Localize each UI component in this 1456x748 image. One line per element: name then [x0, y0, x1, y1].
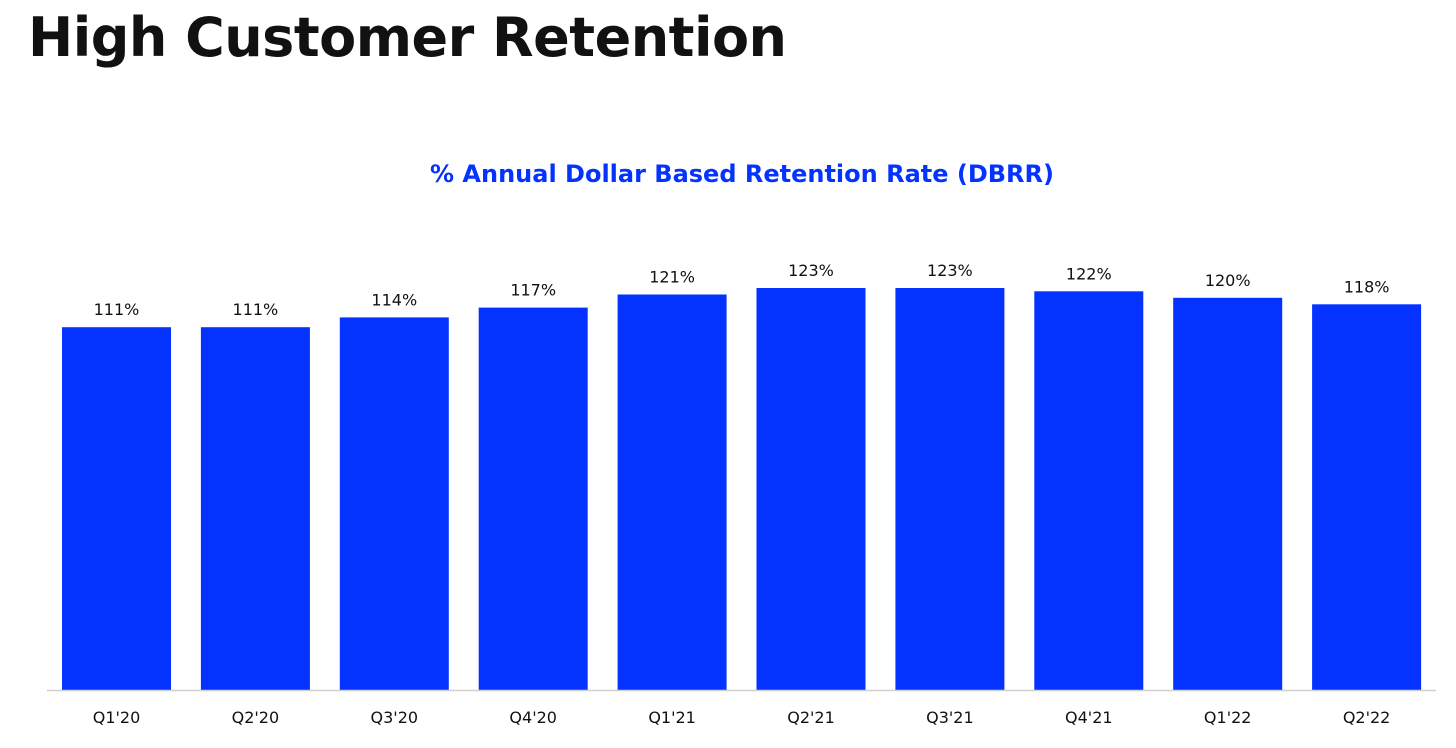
x-tick-label: Q1'21 — [648, 708, 696, 727]
value-label: 121% — [649, 268, 695, 287]
bar-Q4'20 — [478, 307, 588, 690]
bar-Q1'21 — [617, 294, 727, 690]
value-label: 123% — [927, 261, 973, 280]
page-title: High Customer Retention — [28, 6, 787, 69]
chart-title: % Annual Dollar Based Retention Rate (DB… — [430, 160, 1054, 188]
x-tick-label: Q3'21 — [926, 708, 974, 727]
x-tick-label: Q1'22 — [1204, 708, 1252, 727]
bar-Q3'21 — [895, 288, 1005, 690]
x-tick-label: Q2'22 — [1343, 708, 1391, 727]
value-label: 111% — [233, 300, 279, 319]
value-label: 111% — [94, 300, 140, 319]
bar-Q2'22 — [1312, 304, 1422, 690]
x-tick-label: Q3'20 — [371, 708, 419, 727]
bar-Q4'21 — [1034, 291, 1144, 690]
x-tick-label: Q4'20 — [509, 708, 557, 727]
x-tick-label: Q4'21 — [1065, 708, 1113, 727]
value-label: 118% — [1344, 277, 1390, 296]
value-label: 122% — [1066, 264, 1112, 283]
x-tick-label: Q2'20 — [232, 708, 280, 727]
bar-Q3'20 — [339, 317, 449, 690]
value-label: 117% — [510, 281, 556, 300]
bar-Q2'20 — [200, 327, 310, 690]
x-tick-label: Q2'21 — [787, 708, 835, 727]
value-label: 120% — [1205, 271, 1251, 290]
bar-Q2'21 — [756, 288, 866, 690]
tick-labels-group: Q1'20 Q2'20 Q3'20 Q4'20 Q1'21 Q2'21 Q3'21 Q4'21… — [93, 708, 1391, 727]
value-label: 123% — [788, 261, 834, 280]
x-tick-label: Q1'20 — [93, 708, 141, 727]
value-labels-group: 111% 111% 114% 117% 121% 123% 123% 122% 120% 118% — [94, 261, 1390, 319]
bars-group — [62, 288, 1422, 690]
bar-Q1'20 — [62, 327, 171, 690]
value-label: 114% — [371, 290, 417, 309]
bar-Q1'22 — [1173, 297, 1283, 690]
